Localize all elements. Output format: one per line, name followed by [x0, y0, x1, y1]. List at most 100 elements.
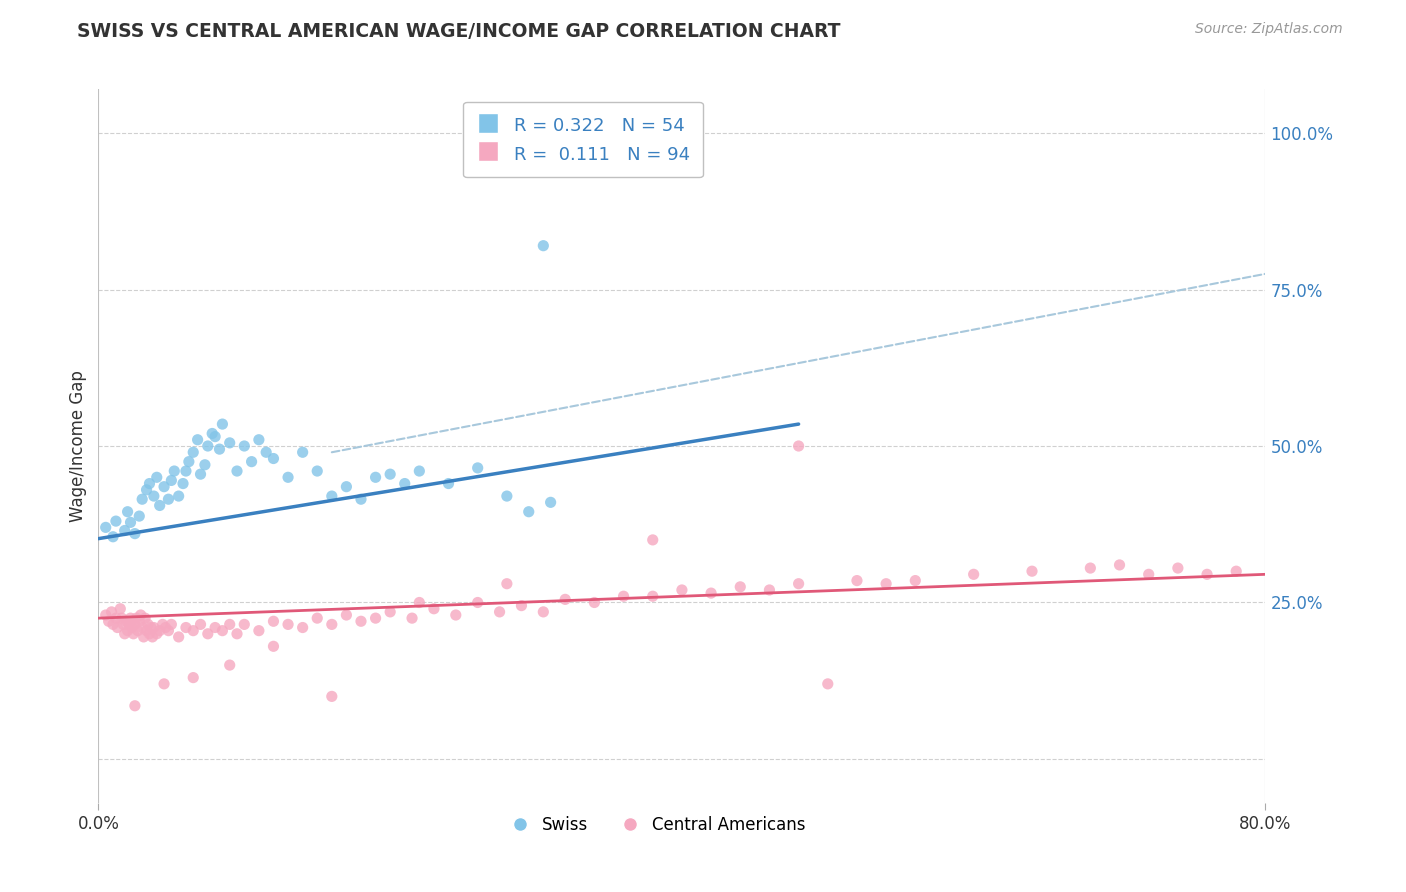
Point: [1167, 561, 1189, 575]
Point: [531, 238, 554, 252]
Point: [204, 429, 226, 443]
Point: [163, 464, 186, 478]
Point: [153, 480, 176, 494]
Point: [846, 574, 869, 588]
Point: [160, 617, 183, 632]
Point: [423, 601, 446, 615]
Point: [131, 492, 153, 507]
Point: [120, 611, 142, 625]
Point: [135, 624, 157, 638]
Point: [201, 426, 224, 441]
Point: [408, 595, 430, 609]
Point: [120, 516, 142, 530]
Point: [1137, 567, 1160, 582]
Point: [277, 617, 299, 632]
Point: [114, 627, 136, 641]
Point: [218, 435, 240, 450]
Point: [335, 480, 357, 494]
Point: [149, 624, 172, 638]
Point: [167, 630, 190, 644]
Point: [101, 617, 124, 632]
Point: [321, 690, 343, 704]
Point: [190, 617, 212, 632]
Point: [467, 595, 489, 609]
Point: [149, 499, 172, 513]
Point: [114, 524, 136, 538]
Point: [128, 614, 150, 628]
Point: [641, 589, 664, 603]
Point: [138, 476, 160, 491]
Point: [787, 439, 810, 453]
Point: [700, 586, 723, 600]
Point: [233, 439, 256, 453]
Point: [488, 605, 510, 619]
Point: [641, 533, 664, 547]
Point: [211, 417, 233, 431]
Point: [146, 627, 169, 641]
Point: [787, 576, 810, 591]
Point: [124, 698, 146, 713]
Point: [254, 445, 277, 459]
Point: [131, 621, 153, 635]
Point: [467, 461, 489, 475]
Point: [962, 567, 984, 582]
Point: [496, 576, 519, 591]
Point: [531, 605, 554, 619]
Point: [152, 617, 174, 632]
Point: [105, 621, 128, 635]
Point: [583, 595, 606, 609]
Point: [172, 476, 194, 491]
Point: [127, 624, 149, 638]
Point: [194, 458, 217, 472]
Point: [197, 439, 219, 453]
Point: [364, 611, 387, 625]
Point: [291, 445, 314, 459]
Point: [160, 474, 183, 488]
Point: [262, 640, 284, 654]
Point: [174, 621, 197, 635]
Point: [247, 433, 270, 447]
Point: [142, 489, 165, 503]
Point: [226, 627, 249, 641]
Point: [124, 617, 146, 632]
Point: [94, 607, 117, 622]
Point: [167, 489, 190, 503]
Point: [97, 614, 120, 628]
Point: [128, 509, 150, 524]
Point: [247, 624, 270, 638]
Point: [94, 520, 117, 534]
Point: [122, 627, 145, 641]
Point: [118, 617, 141, 632]
Point: [1225, 564, 1247, 578]
Point: [129, 607, 152, 622]
Point: [401, 611, 423, 625]
Point: [208, 442, 231, 457]
Point: [112, 617, 135, 632]
Point: [218, 658, 240, 673]
Point: [517, 505, 540, 519]
Point: [181, 445, 204, 459]
Point: [197, 627, 219, 641]
Point: [307, 611, 329, 625]
Point: [226, 464, 249, 478]
Point: [262, 614, 284, 628]
Point: [181, 671, 204, 685]
Point: [262, 451, 284, 466]
Point: [233, 617, 256, 632]
Point: [291, 621, 314, 635]
Point: [364, 470, 387, 484]
Point: [141, 630, 163, 644]
Point: [157, 492, 180, 507]
Point: [380, 605, 402, 619]
Point: [104, 611, 127, 625]
Point: [177, 455, 200, 469]
Point: [104, 514, 127, 528]
Point: [612, 589, 634, 603]
Point: [124, 526, 146, 541]
Point: [101, 530, 124, 544]
Y-axis label: Wage/Income Gap: Wage/Income Gap: [69, 370, 87, 522]
Point: [875, 576, 897, 591]
Point: [121, 621, 143, 635]
Point: [136, 617, 159, 632]
Point: [240, 455, 263, 469]
